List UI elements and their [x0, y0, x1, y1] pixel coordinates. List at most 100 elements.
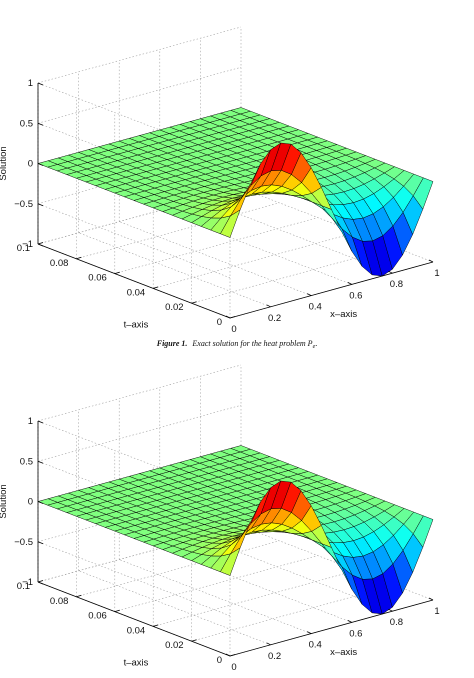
t-tick-label: 0.08 [50, 258, 69, 269]
x-tick-mark [428, 597, 434, 601]
y-axis-label: t–axis [124, 320, 149, 331]
t-tick-mark [114, 271, 120, 274]
t-tick-mark [37, 580, 44, 583]
x-tick-label: 0.4 [309, 640, 322, 651]
x-tick-mark [266, 304, 271, 308]
x-axis-label: x–axis [330, 647, 357, 658]
z-tick-label: −0.5 [14, 537, 33, 548]
x-tick-label: 0.2 [268, 313, 281, 324]
t-axis-line [37, 581, 231, 657]
z-tick-label: −0.5 [14, 199, 33, 210]
z-tick-mark [37, 420, 44, 424]
gridline [78, 570, 271, 646]
x-tick-mark [266, 642, 271, 646]
z-tick-mark [37, 122, 44, 126]
gridline [76, 540, 280, 598]
y-axis-label: t–axis [124, 658, 149, 669]
gridline [153, 570, 357, 627]
z-tick-mark [37, 541, 44, 545]
svg-text:Figure 1. Exact solution: Figure 1. Exact solution for the heat pr… [156, 339, 317, 350]
surface-plot-1: −1 −0.5 0 0.5 1 0 0.02 0.04 0.06 0.08 0.1 0 0.2 0.4 0.… [0, 26, 440, 335]
surface-plot-2: −1 −0.5 0 0.5 1 0 0.02 0.04 0.06 0.08 0.1 0 0.2 0.4 0.… [0, 364, 440, 673]
x-tick-mark [347, 282, 352, 285]
z-tick-label: 0.5 [20, 118, 33, 129]
t-tick-mark [37, 242, 44, 245]
x-axis-line [229, 261, 434, 319]
z-axis-label: Solution [0, 484, 9, 518]
z-tick-mark [37, 243, 44, 247]
t-tick-mark [76, 594, 82, 598]
t-tick-label: 0.08 [50, 596, 69, 607]
x-tick-label: 0 [231, 324, 236, 335]
t-tick-label: 0.04 [127, 625, 146, 636]
z-axis-label: Solution [0, 146, 9, 180]
gridline [119, 559, 312, 634]
z-tick-label: 1 [28, 416, 33, 427]
caption-end: . [315, 339, 317, 348]
x-tick-label: 0.2 [268, 651, 281, 662]
z-tick-mark [37, 203, 44, 207]
z-tick-label: 0 [28, 497, 33, 508]
x-tick-mark [225, 653, 231, 657]
t-tick-label: 0.06 [88, 273, 107, 284]
x-tick-mark [307, 293, 312, 296]
z-tick-mark [37, 163, 44, 166]
x-tick-mark [388, 270, 393, 274]
gridline [37, 364, 242, 422]
gridline [78, 232, 271, 308]
z-tick-mark [37, 460, 44, 464]
gridline [37, 404, 242, 462]
t-axis-line [37, 243, 231, 319]
x-axis-label: x–axis [330, 309, 357, 320]
gridline [76, 202, 280, 260]
gridline [114, 217, 318, 274]
x-tick-label: 0.6 [349, 290, 362, 301]
t-tick-mark [153, 286, 159, 289]
z-tick-label: −1 [22, 577, 33, 588]
x-tick-mark [388, 608, 393, 612]
caption-subscript: e [313, 344, 316, 350]
box-layer [37, 420, 434, 657]
x-axis-line [229, 599, 434, 657]
surface-cell [413, 515, 434, 548]
x-tick-label: 0.8 [390, 617, 403, 628]
z-tick-label: 0.5 [20, 456, 33, 467]
x-tick-label: 0.4 [309, 302, 322, 313]
t-tick-label: 0.06 [88, 611, 107, 622]
x-tick-label: 1 [434, 606, 439, 617]
figure-page: −1 −0.5 0 0.5 1 0 0.02 0.04 0.06 0.08 0.1 0 0.2 0.4 0.… [0, 26, 440, 673]
x-tick-mark [347, 620, 352, 623]
t-tick-label: 0.1 [17, 243, 30, 254]
gridline [159, 210, 352, 285]
z-tick-label: −1 [22, 239, 33, 250]
z-tick-label: 1 [28, 78, 33, 89]
z-tick-mark [37, 82, 44, 86]
surface-cell [413, 177, 434, 210]
t-tick-label: 0 [217, 317, 222, 328]
gridline [37, 66, 242, 124]
z-tick-label: 0 [28, 159, 33, 170]
gridline [153, 232, 357, 289]
gridline [37, 26, 242, 84]
z-tick-mark [37, 501, 44, 504]
surface-layer [37, 445, 434, 615]
caption-text: Exact solution for the heat problem P [191, 339, 312, 348]
x-tick-label: 1 [434, 268, 439, 279]
gridline [37, 203, 231, 279]
gridline [200, 536, 393, 612]
x-tick-mark [225, 315, 231, 319]
t-tick-label: 0.1 [17, 581, 30, 592]
x-tick-label: 0.8 [390, 279, 403, 290]
gridline [200, 198, 393, 274]
gridline [114, 555, 318, 612]
gridline [159, 548, 352, 623]
x-tick-mark [307, 631, 312, 634]
surface-layer [37, 107, 434, 277]
gridline [37, 541, 231, 617]
t-tick-mark [76, 256, 82, 260]
t-tick-mark [191, 639, 197, 642]
gridline [37, 420, 231, 496]
t-tick-mark [229, 654, 236, 657]
t-tick-mark [153, 624, 159, 627]
figure-caption: Figure 1. Exact solution for the heat pr… [156, 339, 317, 350]
